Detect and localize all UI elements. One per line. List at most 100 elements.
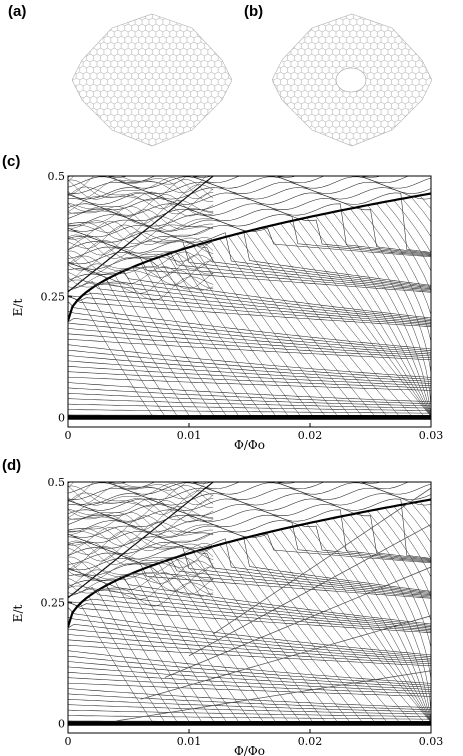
descending-level-d-15: [210, 546, 338, 723]
descending-level-c-27: [315, 215, 431, 417]
level-line-d-28: [68, 563, 431, 599]
descending-level-d-31: [350, 514, 431, 723]
panel-label-c: (c): [2, 153, 21, 170]
level-line-d-10: [68, 666, 431, 690]
descending-level-d-23: [280, 529, 431, 723]
descending-level-d-29: [332, 517, 431, 723]
level-line-c-28: [68, 257, 431, 293]
descending-level-d-27: [315, 521, 431, 723]
descending-level-c-4: [114, 274, 203, 417]
descending-level-c-0: [79, 297, 153, 417]
descending-level-c-28: [323, 213, 431, 417]
descending-level-c-25: [297, 219, 431, 417]
chaotic-level-d-0: [68, 582, 214, 607]
panel-label-a: (a): [8, 3, 27, 20]
descending-level-d-1: [88, 596, 166, 723]
chaotic-level-c-6: [68, 250, 214, 274]
chaotic-level-d-10: [68, 541, 214, 566]
chaotic-level-d-24: [68, 490, 214, 515]
axes-c: 0 0.01 0.02 0.03 0 0.25 0.5 Φ/Φo E/t: [11, 170, 443, 452]
x-tick-label-c-1: 0.01: [177, 429, 202, 442]
chaotic-level-c-16: [68, 215, 214, 240]
envelope-edge-d: [68, 498, 431, 628]
descending-level-c-8: [149, 260, 252, 417]
descending-level-d-21: [262, 533, 413, 723]
plot-d: 0 0.01 0.02 0.03 0 0.25 0.5 Φ/Φo E/t: [11, 476, 443, 756]
upper-edge-c: [68, 176, 214, 293]
x-axis-label-d: Φ/Φo: [234, 744, 265, 756]
chaotic-level-d-21: [68, 500, 214, 523]
level-line-c-41: [68, 187, 431, 200]
level-line-c-37: [68, 208, 431, 256]
level-line-d-45: [107, 482, 382, 484]
level-line-c-1: [68, 409, 431, 414]
chaotic-level-c-5: [68, 254, 214, 278]
level-line-c-4: [68, 393, 431, 407]
level-line-d-24: [68, 587, 431, 629]
descending-level-c-6: [132, 267, 228, 417]
level-line-c-7: [68, 376, 431, 391]
y-axis-label-d: E/t: [11, 605, 25, 623]
level-line-d-19: [68, 617, 431, 657]
descending-level-d-0: [79, 603, 153, 723]
descending-level-d-17: [227, 542, 363, 723]
descending-level-c-17: [227, 236, 363, 417]
level-line-d-16: [68, 634, 431, 663]
level-line-c-8: [68, 371, 431, 389]
upper-edge-d: [68, 482, 214, 599]
descending-level-d-2: [97, 590, 178, 723]
level-line-d-38: [68, 509, 431, 561]
descending-level-c-22: [271, 225, 425, 417]
panel-label-b: (b): [244, 3, 264, 20]
descending-level-c-5: [123, 270, 215, 417]
x-tick-label-d-1: 0.01: [177, 735, 202, 748]
x-tick-label-c-0: 0: [65, 429, 72, 442]
level-line-c-9: [68, 366, 431, 386]
y-tick-label-c-2: 0.5: [48, 170, 66, 183]
level-line-c-18: [68, 318, 431, 353]
level-line-c-16: [68, 328, 431, 357]
descending-level-d-20: [254, 535, 400, 723]
energy-levels-d: [68, 482, 431, 726]
chaotic-level-d-12: [68, 537, 214, 562]
descending-level-c-2: [97, 284, 178, 417]
descending-level-c-9: [158, 257, 265, 417]
descending-level-c-3: [105, 279, 190, 417]
level-line-d-18: [68, 624, 431, 659]
descending-level-d-22: [271, 531, 425, 723]
level-line-c-40: [68, 192, 431, 253]
level-line-d-26: [68, 574, 431, 626]
chaotic-level-c-22: [68, 191, 214, 217]
level-line-c-38: [68, 203, 431, 255]
descending-level-c-37: [402, 198, 431, 417]
y-tick-label-d-1: 0.25: [41, 597, 66, 610]
plot-frame-d: [67, 481, 432, 734]
level-line-c-23: [68, 292, 431, 324]
level-line-d-5: [68, 693, 431, 710]
level-line-c-44: [68, 176, 409, 184]
level-line-d-4: [68, 699, 431, 713]
level-line-c-10: [68, 360, 431, 384]
level-line-c-32: [68, 235, 431, 288]
chaotic-level-c-9: [68, 240, 214, 265]
plot-frame-c: [67, 175, 432, 428]
descending-level-c-33: [367, 205, 431, 417]
descending-level-c-23: [280, 223, 431, 417]
x-tick-label-d-2: 0.02: [298, 735, 323, 748]
level-line-d-3: [68, 704, 431, 715]
chaotic-level-d-8: [68, 553, 214, 577]
chaotic-level-d-20: [68, 505, 214, 531]
x-tick-label-d-0: 0: [65, 735, 72, 748]
level-line-d-17: [68, 628, 431, 661]
level-line-d-7: [68, 682, 431, 697]
level-line-d-39: [68, 504, 431, 560]
chaotic-level-c-3: [68, 265, 214, 290]
descending-level-d-11: [175, 557, 289, 723]
descending-level-d-37: [402, 504, 431, 723]
edge-state-line-d-2: [164, 566, 431, 678]
level-line-c-29: [68, 252, 431, 292]
chaotic-level-c-25: [68, 179, 214, 201]
descending-level-d-12: [184, 554, 301, 723]
level-line-c-39: [68, 198, 431, 254]
descending-level-c-38: [411, 196, 431, 417]
